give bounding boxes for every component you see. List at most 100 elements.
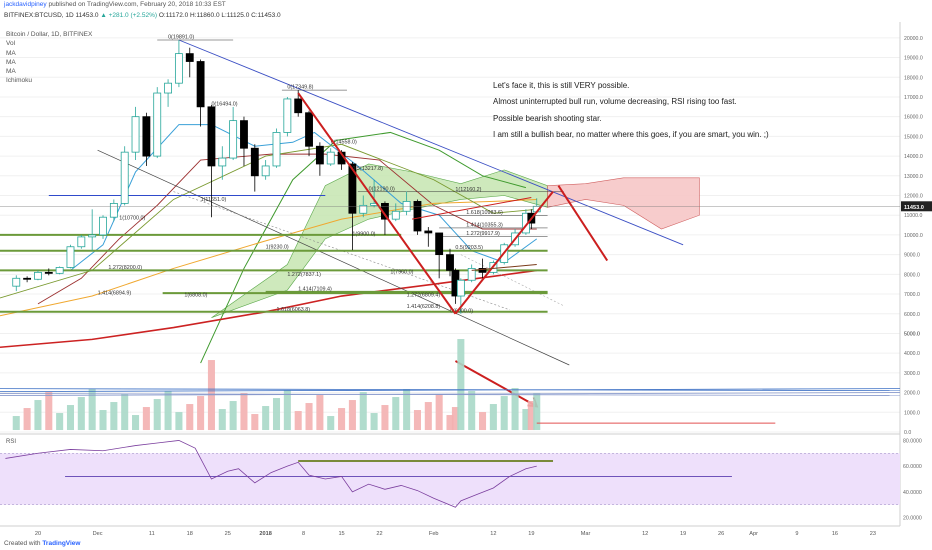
author-link[interactable]: jackdavidpiney [4,1,47,8]
candle-body [207,106,216,167]
y-tick-label: 19000.0 [904,56,923,62]
fib-label: 1.414(7109.4) [298,286,332,292]
volume-bar [359,392,367,431]
rsi-title: RSI [6,439,16,445]
candle-body [305,112,313,147]
y-tick-label: 11000.0 [904,213,922,219]
x-tick-label: Mar [581,531,591,537]
fib-label: 1.414(10355.3) [466,222,503,228]
red-arrow-shaft [454,360,538,408]
published-header: jackdavidpiney published on TradingView.… [0,0,932,10]
candle-body [218,157,227,167]
fib-label: 0(6000.0) [450,308,473,314]
volume-bar [272,398,281,431]
ichimoku-tenkan [70,124,538,271]
fib-label: 1.414(6208.8) [407,304,441,310]
legend-indicator[interactable]: Ichimoku [6,77,33,85]
volume-bar [522,409,530,431]
volume-bar [45,392,53,431]
volume-bar [99,410,107,431]
fib-label: 1(12160.2) [455,187,481,193]
candle-body [240,120,248,149]
red-analysis-line [557,185,609,262]
analysis-comment: Let's face it, this is still VERY possib… [493,78,803,143]
red-analysis-line [471,263,537,271]
volume-bar [348,400,356,431]
candle-body [120,151,129,204]
y-tick-label: 8000.0 [904,272,920,278]
x-tick-label: Apr [749,531,758,537]
volume-bar [132,415,140,431]
volume-reference-line [0,388,901,392]
volume-bar [435,394,443,431]
volume-bar [370,413,378,431]
legend-indicator[interactable]: Vol [6,40,16,48]
ichimoku-cloud-red [547,177,700,230]
fib-label: 0(14558.0) [331,140,357,146]
volume-bar [251,414,259,431]
fib-label: 0(17349.8) [287,85,313,91]
candle-body [446,254,454,271]
volume-bar [392,397,400,431]
fib-label: 1.618(10983.6) [466,210,503,216]
candle-body [164,82,172,94]
volume-bar [142,407,150,431]
x-tick-label: 12 [642,531,648,537]
volume-bar [403,389,411,431]
red-analysis-line [411,196,532,220]
candle-body [23,277,32,280]
volume-bar [294,411,302,431]
chart-area[interactable]: 20000.0 19000.0 18000.0 17000.0 16000.0 15000… [0,22,932,540]
volume-bar [34,400,42,431]
vol-y-tick-label: 3000.0 [904,371,920,377]
y-tick-label: 18000.0 [904,75,923,81]
symbol-label: BITFINEX:BTCUSD, 1D [4,12,74,19]
y-tick-label: 5000.0 [904,331,920,337]
x-tick-label: Feb [429,531,439,537]
fib-label: 1.272(9917.9) [466,231,500,237]
volume-bar [77,397,85,431]
candle-body [229,120,238,159]
y-tick-label: 7000.0 [904,292,920,298]
volume-bar [240,393,248,431]
vol-y-tick-label: 2000.0 [904,391,920,397]
ichimoku-kijun [37,153,537,305]
y-tick-label: 12000.0 [904,194,923,200]
volume-bar [175,412,183,431]
volume-bar [164,391,172,431]
created-with-text: Created with [4,540,41,547]
vol-y-tick-label: 5000.0 [904,331,920,337]
volume-bar [153,399,161,431]
candle-body [109,202,118,218]
x-tick-label: 16 [832,531,838,537]
volume-bar [283,390,291,431]
candle-body [478,268,487,273]
rsi-y-tick-label: 80.0000 [903,438,922,444]
chart-svg[interactable]: 20000.0 19000.0 18000.0 17000.0 16000.0 15000… [0,22,932,540]
fib-label: 1.618(6063.8) [277,307,311,313]
y-tick-label: 10000.0 [904,233,923,239]
ohlc-values: O:11172.0 H:11860.0 L:11125.0 C:11453.0 [158,12,281,19]
red-analysis-line [297,92,457,315]
fib-label: 1(7960.0) [390,270,413,276]
y-tick-label: 15000.0 [904,134,923,140]
x-tick-label: 18 [187,531,193,537]
volume-reference-line [0,393,901,396]
symbol-bar: BITFINEX:BTCUSD, 1D 11453.0 ▲ +281.0 (+2… [0,10,932,22]
candle-body [55,267,64,274]
legend-indicator[interactable]: MA [6,68,16,76]
volume-bar [500,396,508,431]
volume-bar [316,395,324,431]
y-tick-label: 6000.0 [904,312,920,318]
volume-reference-line [0,388,901,393]
price-change: ▲ +281.0 (+2.52%) [100,12,158,19]
candle-body [435,232,444,256]
y-tick-label: 14000.0 [904,154,923,160]
volume-bar [56,413,64,431]
volume-bar [186,404,194,431]
legend-indicator[interactable]: MA [6,49,16,57]
x-tick-label: 23 [870,531,876,537]
rsi-y-tick-label: 20.0000 [903,516,922,522]
tradingview-logo[interactable]: TradingView [42,540,81,547]
legend-indicator[interactable]: MA [6,58,16,66]
